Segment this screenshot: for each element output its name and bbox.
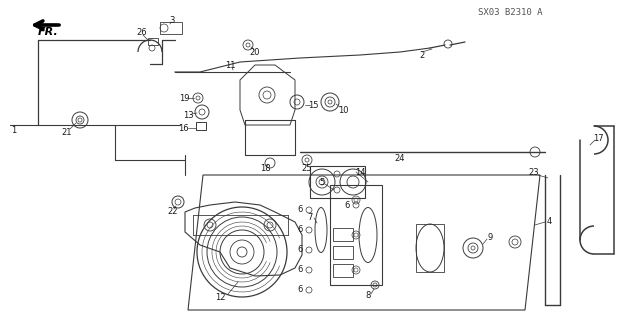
Bar — [333, 264, 353, 277]
Text: 12: 12 — [215, 293, 225, 302]
Text: 13: 13 — [183, 110, 193, 119]
Bar — [148, 38, 158, 45]
Bar — [333, 246, 353, 259]
Bar — [160, 22, 182, 34]
Text: 21: 21 — [62, 127, 72, 137]
Text: 14: 14 — [355, 167, 365, 177]
Text: 6: 6 — [344, 201, 349, 210]
Text: 18: 18 — [260, 164, 270, 172]
Text: 5: 5 — [319, 178, 324, 187]
Text: 9: 9 — [487, 234, 492, 243]
Text: 17: 17 — [593, 133, 603, 142]
Text: 7: 7 — [307, 212, 313, 221]
Text: FR.: FR. — [37, 27, 59, 37]
Text: 1: 1 — [11, 125, 17, 134]
Text: 8: 8 — [365, 291, 371, 300]
Text: 4: 4 — [547, 218, 552, 227]
Text: 16: 16 — [178, 124, 188, 132]
Text: 2: 2 — [419, 51, 424, 60]
Text: 6: 6 — [297, 205, 303, 214]
Text: 6: 6 — [297, 245, 303, 254]
Text: 26: 26 — [137, 28, 147, 36]
Text: 11: 11 — [225, 60, 235, 69]
Bar — [333, 228, 353, 241]
FancyArrowPatch shape — [36, 22, 57, 28]
Bar — [330, 185, 382, 285]
Text: 24: 24 — [395, 154, 405, 163]
Text: 6: 6 — [297, 285, 303, 294]
Text: 15: 15 — [308, 100, 318, 109]
Bar — [310, 166, 365, 198]
Text: 3: 3 — [169, 15, 175, 25]
Text: 25: 25 — [302, 164, 312, 172]
Text: 23: 23 — [529, 167, 539, 177]
Text: 20: 20 — [250, 47, 260, 57]
Text: 6: 6 — [297, 226, 303, 235]
Text: 22: 22 — [168, 207, 178, 217]
Bar — [416, 224, 444, 272]
Text: 10: 10 — [338, 106, 348, 115]
Text: SX03 B2310 A: SX03 B2310 A — [478, 7, 542, 17]
Bar — [196, 122, 206, 130]
Text: 19: 19 — [178, 93, 189, 102]
Text: 6: 6 — [297, 266, 303, 275]
